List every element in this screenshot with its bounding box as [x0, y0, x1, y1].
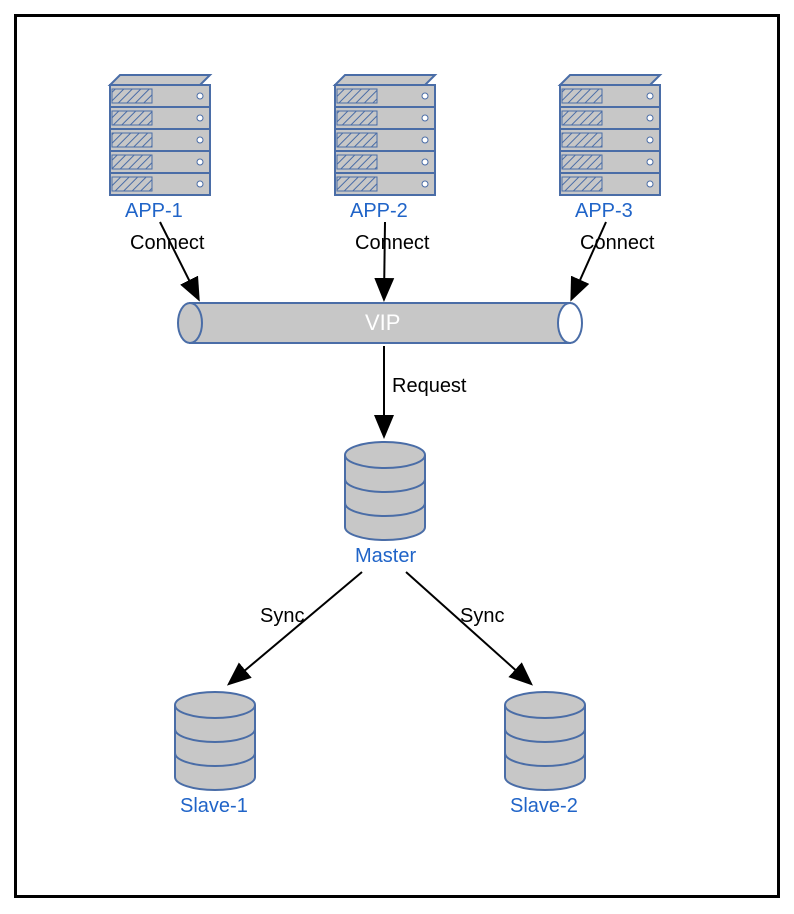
edge-label-sync2: Sync [460, 605, 504, 628]
app2-label: APP-2 [350, 200, 408, 223]
diagram-canvas: APP-1 APP-2 APP-3 VIP Master Slave-1 Sla… [0, 0, 794, 914]
edge-label-connect3: Connect [580, 232, 655, 255]
db-master [345, 442, 425, 540]
slave2-label: Slave-2 [510, 795, 578, 818]
vip-label: VIP [365, 310, 400, 336]
edge-label-request: Request [392, 375, 467, 398]
edge-label-sync1: Sync [260, 605, 304, 628]
slave1-label: Slave-1 [180, 795, 248, 818]
edge-label-connect1: Connect [130, 232, 205, 255]
server-app3 [560, 75, 660, 195]
server-app1 [110, 75, 210, 195]
app1-label: APP-1 [125, 200, 183, 223]
db-slave1 [175, 692, 255, 790]
edge-label-connect2: Connect [355, 232, 430, 255]
app3-label: APP-3 [575, 200, 633, 223]
diagram-svg [0, 0, 794, 914]
db-slave2 [505, 692, 585, 790]
master-label: Master [355, 545, 416, 568]
server-app2 [335, 75, 435, 195]
